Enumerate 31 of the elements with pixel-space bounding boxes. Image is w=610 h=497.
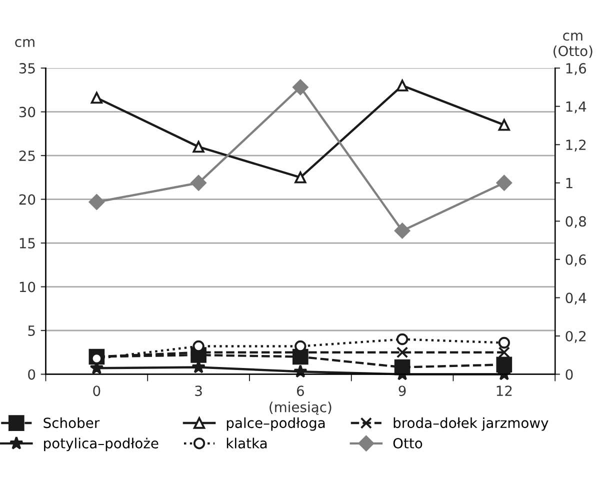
- y2-tick-label: 0,6: [566, 254, 586, 266]
- legend-label: potylica–podłoże: [44, 438, 158, 452]
- y2-tick-label: 0: [566, 369, 573, 380]
- x-tick-label: 12: [496, 386, 512, 396]
- x-tick-label: 0: [93, 386, 100, 396]
- y-axis-title: cm: [15, 39, 34, 48]
- legend-label: klatka: [226, 438, 267, 448]
- y2-tick-label: 1,2: [566, 140, 586, 152]
- y-tick-label: 20: [19, 194, 36, 205]
- y-tick-label: 30: [19, 106, 36, 118]
- legend-label: Schober: [44, 417, 100, 428]
- y-tick-label: 25: [19, 150, 35, 162]
- x-tick-label: 3: [195, 386, 202, 396]
- y2-tick-label: 0,4: [566, 292, 586, 305]
- x-axis-title: (miesiąc): [270, 402, 332, 415]
- y-tick-label: 15: [20, 238, 35, 249]
- y2-tick-label: 1: [566, 178, 572, 188]
- x-tick-label: 9: [398, 386, 406, 396]
- legend-label: Otto: [393, 438, 422, 448]
- y-tick-label: 10: [20, 282, 36, 292]
- legend-label: palce–podłoga: [226, 417, 325, 431]
- y-tick-label: 5: [28, 326, 35, 336]
- y2-tick-label: 1,6: [566, 63, 586, 75]
- y2-tick-label: 1,4: [566, 102, 586, 114]
- y2-tick-label: 0,8: [566, 216, 586, 228]
- y2-axis-title: cm (Otto): [554, 32, 592, 58]
- y-tick-label: 0: [28, 369, 36, 380]
- y2-tick-label: 0,2: [566, 330, 586, 343]
- legend-label: broda–dołek jarzmowy: [394, 417, 548, 431]
- y-tick-label: 35: [19, 63, 35, 74]
- x-tick-label: 6: [296, 386, 304, 396]
